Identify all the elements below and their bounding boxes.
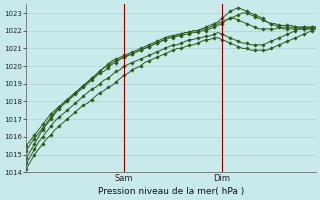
X-axis label: Pression niveau de la mer( hPa ): Pression niveau de la mer( hPa ) — [98, 187, 244, 196]
